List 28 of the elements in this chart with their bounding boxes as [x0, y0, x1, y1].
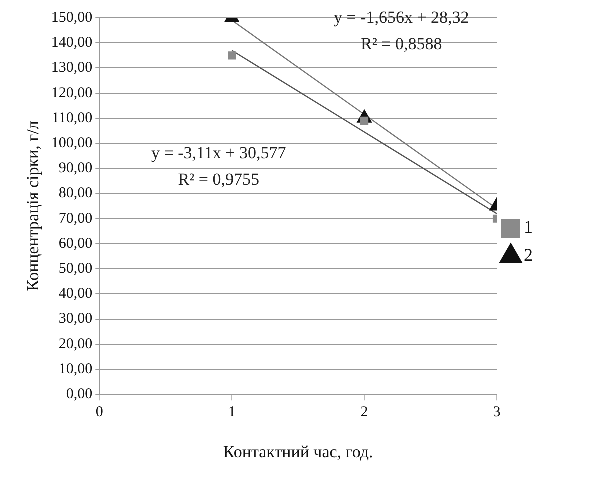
y-axis-title: Концентрація сірки, г/л	[24, 120, 43, 292]
y-tick-label: 100,00	[51, 135, 93, 152]
y-tick-label: 80,00	[58, 186, 93, 202]
annotation: R² = 0,9755	[178, 170, 260, 189]
x-tick-label: 0	[96, 404, 104, 421]
x-axis-title: Контактний час, год.	[223, 442, 374, 462]
y-tick-label: 10,00	[58, 361, 93, 378]
legend-label: 2	[524, 245, 533, 266]
y-tick-label: 20,00	[58, 336, 93, 352]
y-tick-label: 140,00	[51, 35, 93, 52]
legend-label: 1	[524, 217, 533, 238]
annotation: y = -1,656x + 28,32	[334, 8, 470, 27]
x-tick-label: 3	[493, 404, 501, 421]
y-tick-label: 130,00	[51, 60, 93, 76]
y-tick-label: 30,00	[58, 311, 93, 328]
y-tick-label: 0,00	[66, 386, 93, 403]
y-tick-label: 50,00	[58, 261, 93, 278]
x-tick-label: 1	[228, 404, 236, 421]
y-tick-label: 40,00	[58, 286, 93, 302]
y-tick-label: 120,00	[51, 85, 93, 102]
annotation: R² = 0,8588	[360, 34, 442, 54]
y-tick-label: 60,00	[58, 236, 93, 252]
y-tick-label: 110,00	[52, 110, 93, 126]
x-tick-label: 2	[360, 404, 368, 421]
y-tick-label: 70,00	[58, 210, 93, 227]
y-tick-label: 150,00	[51, 10, 93, 26]
annotation: y = -3,11x + 30,577	[151, 144, 287, 163]
y-tick-label: 90,00	[58, 160, 93, 177]
